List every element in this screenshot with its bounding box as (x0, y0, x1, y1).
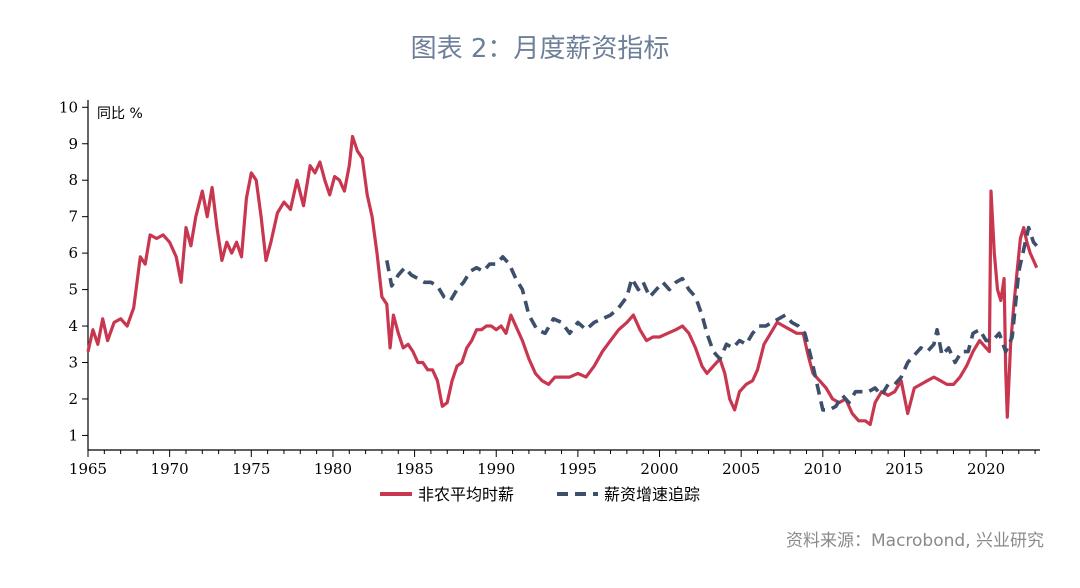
x-tick-label: 2005 (722, 460, 760, 478)
x-tick-label: 1965 (69, 460, 107, 478)
series-line-avg-hourly-earnings (86, 134, 1039, 427)
y-tick-label: 4 (68, 317, 78, 335)
legend: 非农平均时薪 薪资增速追踪 (380, 485, 700, 504)
legend-label-avg-hourly-earnings: 非农平均时薪 (418, 485, 514, 504)
x-tick-label: 2010 (804, 460, 842, 478)
axes (87, 100, 1040, 451)
y-tick-label: 2 (68, 390, 78, 408)
x-tick-label: 1995 (559, 460, 597, 478)
x-tick-label: 2000 (640, 460, 678, 478)
y-ticks: 1 2 3 4 5 6 7 8 9 10 (59, 98, 88, 444)
y-tick-label: 1 (68, 426, 78, 444)
y-tick-label: 10 (59, 98, 78, 116)
x-tick-label: 1975 (232, 460, 270, 478)
y-tick-label: 6 (68, 244, 78, 262)
x-tick-label: 1970 (151, 460, 189, 478)
x-tick-label: 2015 (885, 460, 923, 478)
y-tick-label: 9 (68, 135, 78, 153)
series-group (86, 134, 1039, 427)
x-tick-label: 2020 (967, 460, 1005, 478)
legend-label-wage-growth-tracker: 薪资增速追踪 (604, 485, 700, 504)
x-tick-label: 1985 (395, 460, 433, 478)
y-tick-label: 7 (68, 208, 78, 226)
series-line-wage-growth-tracker (385, 225, 1039, 412)
y-tick-label: 5 (68, 281, 78, 299)
y-tick-label: 3 (68, 354, 78, 372)
chart-title: 图表 2：月度薪资指标 (410, 34, 670, 64)
x-ticks: 1965 1970 1975 1980 1985 1990 1995 2000 2005 2010… (69, 450, 1036, 478)
x-tick-label: 1990 (477, 460, 515, 478)
source-note: 资料来源：Macrobond, 兴业研究 (785, 531, 1044, 551)
y-tick-label: 8 (68, 171, 78, 189)
y-unit-label: 同比 % (97, 106, 143, 122)
x-tick-label: 1980 (314, 460, 352, 478)
